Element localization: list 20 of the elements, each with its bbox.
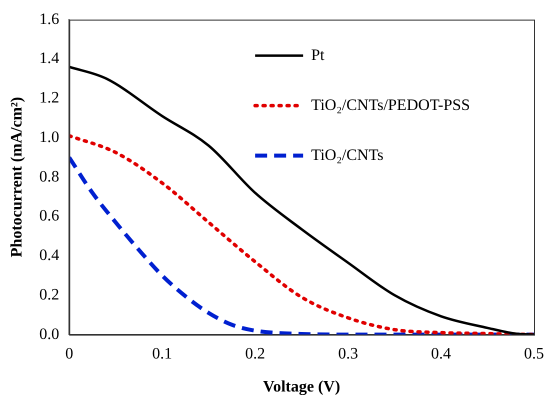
y-tick-label: 0.0 (39, 326, 60, 343)
y-tick-label: 1.2 (39, 90, 60, 107)
y-tick-label: 0.2 (39, 286, 60, 304)
x-tick-label: 0.5 (524, 345, 544, 362)
y-tick-label: 0.4 (39, 247, 60, 264)
y-axis-title: Photocurrent (mA/cm²) (8, 96, 26, 258)
x-tick-label: 0.4 (431, 345, 452, 362)
y-tick-label: 1.6 (39, 10, 60, 28)
y-tick-label: 0.6 (39, 208, 60, 225)
legend-label: TiO₂/CNTs (311, 146, 384, 164)
x-tick-label: 0.1 (152, 345, 172, 362)
x-tick-label: 0.3 (338, 345, 358, 362)
y-tick-label: 0.8 (39, 168, 60, 186)
x-tick-label: 0 (65, 345, 74, 362)
x-axis-title: Voltage (V) (263, 378, 340, 396)
y-tick-label: 1.4 (39, 50, 60, 68)
legend-label: TiO₂/CNTs/PEDOT-PSS (311, 96, 470, 114)
x-tick-label: 0.2 (245, 345, 266, 362)
y-tick-label: 1.0 (39, 128, 60, 146)
legend-label: Pt (311, 46, 326, 64)
